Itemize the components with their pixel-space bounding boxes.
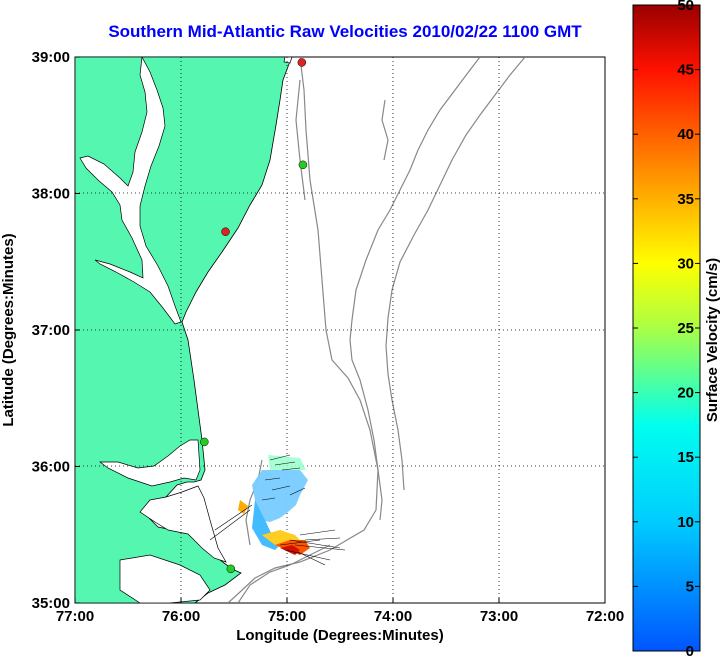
x-tick-label: 72:00 (586, 608, 624, 625)
colorbar-tick-label: 50 (677, 0, 694, 14)
delaware-bay (283, 57, 293, 64)
colorbar-label: Surface Velocity (cm/s) (704, 258, 721, 422)
y-axis-label: Latitude (Degrees:Minutes) (0, 233, 17, 426)
velocity-field (238, 455, 310, 555)
station-marker-green (200, 437, 209, 447)
x-axis-ticks: 77:00 76:00 75:00 74:00 73:00 72:00 (56, 598, 624, 625)
y-tick-label: 37:00 (32, 322, 70, 339)
colorbar-tick-label: 30 (677, 255, 694, 272)
y-axis-ticks: 39:00 38:00 37:00 36:00 35:00 (32, 49, 80, 612)
colorbar-tick-label: 35 (677, 191, 694, 208)
station-markers (200, 58, 308, 574)
x-tick-label: 74:00 (374, 608, 412, 625)
carolina-bay (119, 554, 211, 603)
chesapeake-bay (79, 57, 182, 325)
colorbar-ticks: 0 5 10 15 20 25 30 35 40 45 50 (633, 0, 700, 659)
pamlico-sound-south (139, 485, 227, 563)
colorbar-tick-label: 5 (686, 578, 694, 595)
colorbar-tick-label: 15 (677, 449, 694, 466)
station-marker-red (221, 227, 230, 236)
x-tick-label: 73:00 (480, 608, 518, 625)
station-marker-red (297, 58, 307, 67)
x-tick-label: 76:00 (162, 608, 200, 625)
colorbar-tick-label: 20 (677, 385, 694, 402)
grid-lines (75, 57, 605, 603)
station-marker-green (226, 564, 236, 574)
pamlico-sound (98, 439, 201, 487)
y-tick-label: 35:00 (32, 595, 70, 612)
x-tick-label: 75:00 (268, 608, 306, 625)
velocity-vectors (209, 454, 346, 566)
y-tick-label: 39:00 (32, 49, 70, 66)
colorbar-tick-label: 45 (677, 62, 694, 79)
x-axis-label: Longitude (Degrees:Minutes) (236, 627, 444, 644)
colorbar-tick-label: 40 (677, 126, 694, 143)
station-marker-green (298, 160, 308, 170)
map-title: Southern Mid-Atlantic Raw Velocities 201… (108, 22, 582, 41)
colorbar (632, 4, 701, 652)
y-tick-label: 38:00 (32, 186, 70, 203)
colorbar-tick-label: 25 (677, 320, 694, 337)
colorbar-tick-label: 0 (686, 643, 694, 659)
colorbar-tick-label: 10 (677, 514, 694, 531)
y-tick-label: 36:00 (32, 459, 70, 476)
x-tick-label: 77:00 (56, 608, 94, 625)
